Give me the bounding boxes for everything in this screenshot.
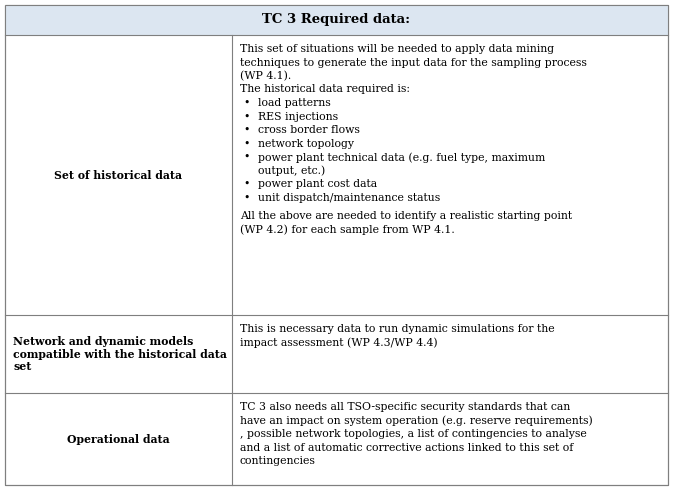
Text: output, etc.): output, etc.) [258,166,325,176]
Text: , possible network topologies, a list of contingencies to analyse: , possible network topologies, a list of… [240,429,586,439]
Text: Set of historical data: Set of historical data [55,170,182,180]
Bar [5,5,668,35]
Text: power plant technical data (e.g. fuel type, maximum: power plant technical data (e.g. fuel ty… [258,152,545,163]
Text: cross border flows: cross border flows [258,125,359,135]
Text: This is necessary data to run dynamic simulations for the: This is necessary data to run dynamic si… [240,324,555,334]
Text: contingencies: contingencies [240,456,316,466]
Text: load patterns: load patterns [258,98,330,108]
Text: network topology: network topology [258,139,354,148]
Text: impact assessment (WP 4.3/WP 4.4): impact assessment (WP 4.3/WP 4.4) [240,338,437,348]
Text: •: • [244,98,250,108]
Text: This set of situations will be needed to apply data mining: This set of situations will be needed to… [240,44,554,54]
Text: (WP 4.1).: (WP 4.1). [240,71,291,81]
Text: •: • [244,139,250,148]
Text: Operational data: Operational data [67,434,170,444]
Text: TC 3 Required data:: TC 3 Required data: [262,14,411,26]
Text: power plant cost data: power plant cost data [258,179,377,189]
Text: The historical data required is:: The historical data required is: [240,84,410,95]
Text: (WP 4.2) for each sample from WP 4.1.: (WP 4.2) for each sample from WP 4.1. [240,225,454,236]
Text: TC 3 also needs all TSO-specific security standards that can: TC 3 also needs all TSO-specific securit… [240,402,570,412]
Text: and a list of automatic corrective actions linked to this set of: and a list of automatic corrective actio… [240,442,573,453]
Text: •: • [244,193,250,202]
Text: techniques to generate the input data for the sampling process: techniques to generate the input data fo… [240,57,587,68]
Text: •: • [244,152,250,162]
Text: unit dispatch/maintenance status: unit dispatch/maintenance status [258,193,440,202]
Text: RES injections: RES injections [258,112,338,122]
Text: •: • [244,125,250,135]
Text: have an impact on system operation (e.g. reserve requirements): have an impact on system operation (e.g.… [240,416,592,426]
Text: All the above are needed to identify a realistic starting point: All the above are needed to identify a r… [240,211,572,221]
Text: Network and dynamic models
compatible with the historical data
set: Network and dynamic models compatible wi… [13,336,227,372]
Text: •: • [244,112,250,122]
Text: •: • [244,179,250,189]
